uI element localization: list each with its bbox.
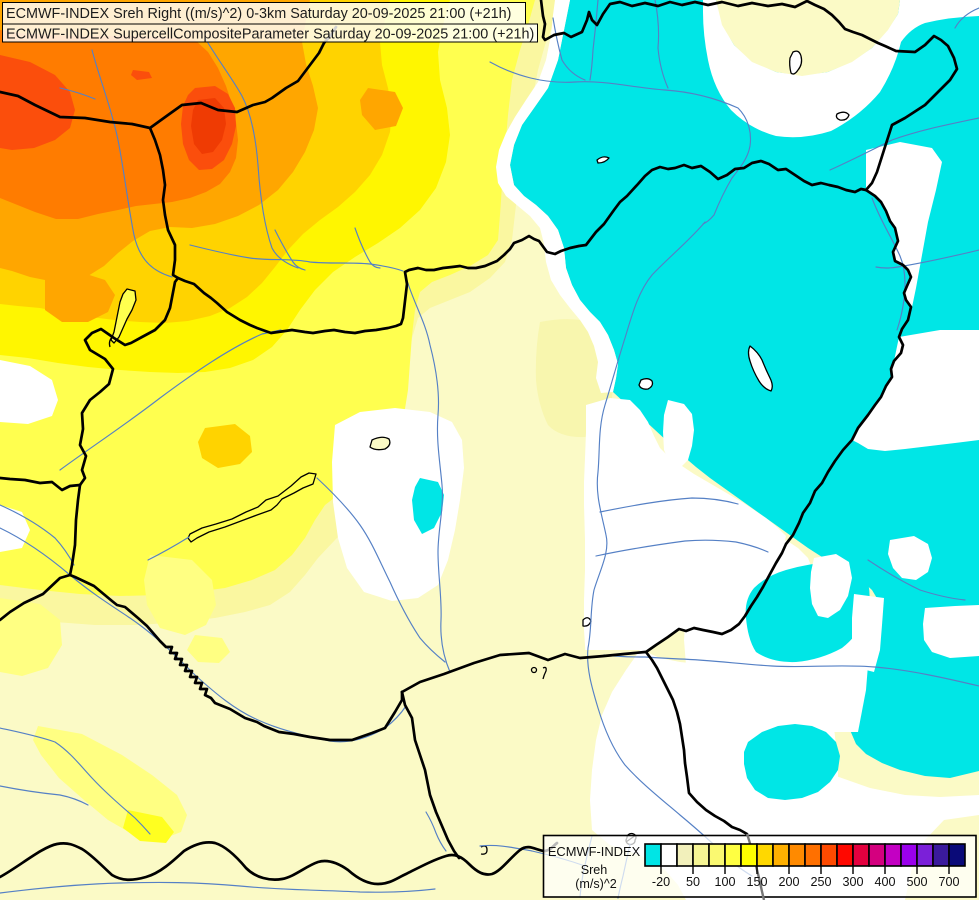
svg-text:150: 150 [746, 875, 767, 889]
svg-text:400: 400 [874, 875, 895, 889]
svg-text:-20: -20 [652, 875, 670, 889]
svg-text:200: 200 [778, 875, 799, 889]
svg-text:500: 500 [906, 875, 927, 889]
svg-text:100: 100 [714, 875, 735, 889]
svg-text:50: 50 [686, 875, 700, 889]
svg-text:Sreh: Sreh [581, 863, 608, 877]
svg-text:700: 700 [938, 875, 959, 889]
svg-text:250: 250 [810, 875, 831, 889]
svg-text:300: 300 [842, 875, 863, 889]
svg-text:ECMWF-INDEX: ECMWF-INDEX [548, 844, 641, 859]
svg-text:(m/s)^2: (m/s)^2 [575, 877, 617, 891]
svg-text:ECMWF-INDEX SupercellComposite: ECMWF-INDEX SupercellCompositeParameter … [6, 27, 534, 43]
svg-text:ECMWF-INDEX Sreh Right ((m/s)^: ECMWF-INDEX Sreh Right ((m/s)^2) 0-3km S… [6, 6, 511, 22]
